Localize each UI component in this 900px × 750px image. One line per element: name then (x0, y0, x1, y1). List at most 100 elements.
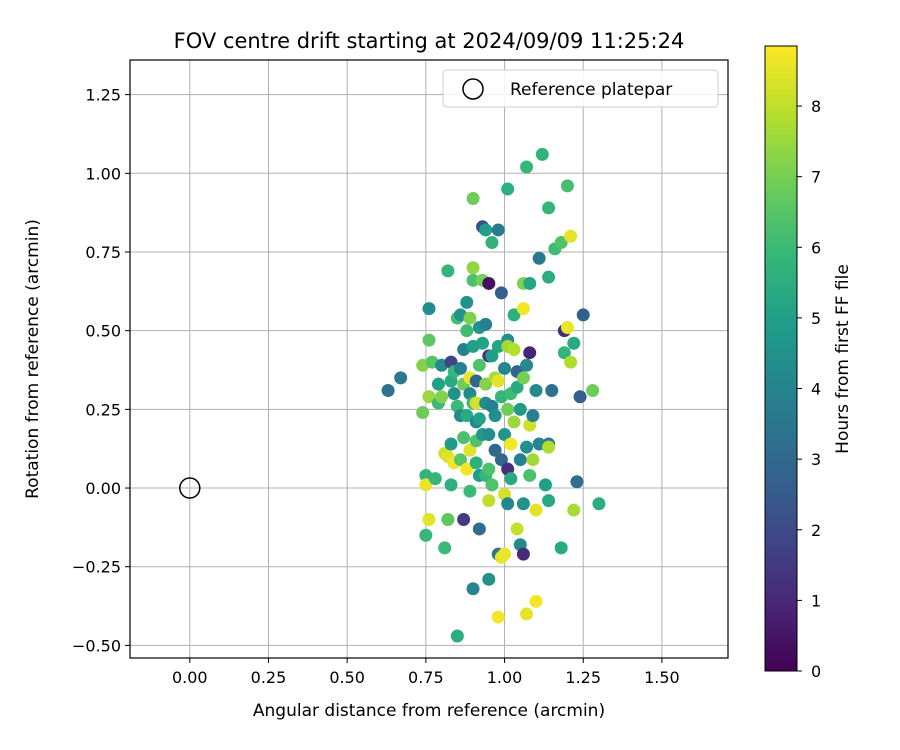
data-point (457, 513, 471, 527)
data-point (542, 270, 556, 284)
y-tick-label: 0.75 (85, 243, 121, 262)
data-point (419, 478, 433, 492)
colorbar-tick-label: 0 (811, 662, 821, 681)
data-point (466, 273, 480, 287)
data-point (444, 437, 458, 451)
data-point (516, 497, 530, 511)
legend: Reference platepar (442, 69, 719, 108)
data-point (476, 336, 490, 350)
grid-lines (130, 60, 728, 658)
data-point (513, 402, 527, 416)
data-point (488, 409, 502, 423)
data-point (501, 182, 515, 196)
data-point (501, 497, 515, 511)
x-tick-label: 0.00 (172, 668, 208, 687)
colorbar-ticks: 0 1 2 3 4 5 6 7 8 (797, 97, 821, 681)
data-point (542, 494, 556, 508)
data-point (472, 358, 486, 372)
data-point (472, 412, 486, 426)
data-point (422, 390, 436, 404)
data-point (526, 453, 540, 467)
data-point (469, 396, 483, 410)
data-point (520, 607, 534, 621)
colorbar-tick-label: 4 (811, 380, 821, 399)
legend-box (442, 69, 719, 108)
x-axis-label: Angular distance from reference (arcmin) (253, 701, 605, 721)
plot-frame (129, 59, 729, 659)
data-point (453, 453, 467, 467)
y-tick-label: −0.50 (72, 636, 121, 655)
data-point (394, 371, 408, 385)
data-point (428, 472, 442, 486)
colorbar-tick-label: 6 (811, 238, 821, 257)
data-point (554, 236, 568, 250)
data-point (460, 462, 474, 476)
colorbar-tick-label: 5 (811, 309, 821, 328)
data-point (560, 321, 574, 335)
x-tick-label: 0.50 (329, 668, 365, 687)
data-point (526, 409, 540, 423)
x-tick-label: 1.25 (565, 668, 601, 687)
data-point (460, 409, 474, 423)
data-point (435, 390, 449, 404)
data-point (422, 333, 436, 347)
data-points (381, 147, 606, 643)
data-point (447, 387, 461, 401)
data-point (441, 264, 455, 278)
data-point (488, 443, 502, 457)
y-tick-label: 0.50 (85, 322, 121, 341)
data-point (564, 229, 578, 243)
data-point (491, 610, 505, 624)
data-point (564, 355, 578, 369)
data-point (532, 251, 546, 265)
data-point (463, 484, 477, 498)
data-point (431, 377, 445, 391)
data-point (466, 582, 480, 596)
data-point (466, 261, 480, 275)
data-point (576, 308, 590, 322)
data-point (491, 339, 505, 353)
data-point (516, 371, 530, 385)
reference-marker-layer (179, 477, 201, 499)
data-point (482, 428, 496, 442)
x-tick-label: 1.50 (644, 668, 680, 687)
data-point (466, 191, 480, 205)
data-point (422, 302, 436, 316)
data-point (485, 478, 499, 492)
data-point (498, 428, 512, 442)
data-point (520, 160, 534, 174)
data-point (567, 503, 581, 517)
data-point (469, 456, 483, 470)
data-point (494, 286, 508, 300)
data-point (504, 437, 518, 451)
data-point (453, 361, 467, 375)
data-point (510, 380, 524, 394)
data-point (529, 383, 543, 397)
colorbar-tick-label: 3 (811, 450, 821, 469)
data-point (482, 462, 496, 476)
x-tick-label: 0.25 (251, 668, 287, 687)
y-tick-label: 1.25 (85, 86, 121, 105)
data-point (507, 343, 521, 357)
data-point (516, 302, 530, 316)
data-point (542, 440, 556, 454)
data-point (494, 453, 508, 467)
chart-title: FOV centre drift starting at 2024/09/09 … (174, 29, 685, 53)
data-point (586, 383, 600, 397)
data-point (557, 346, 571, 360)
data-point (485, 236, 499, 250)
data-point (507, 415, 521, 429)
data-point (498, 547, 512, 561)
data-point (513, 453, 527, 467)
data-point (520, 358, 534, 372)
data-point (545, 383, 559, 397)
data-point (592, 497, 606, 511)
data-point (523, 276, 537, 290)
data-point (538, 478, 552, 492)
data-point (419, 528, 433, 542)
legend-marker-icon (462, 78, 484, 100)
data-point (491, 223, 505, 237)
data-point (460, 295, 474, 309)
colorbar-tick-label: 2 (811, 521, 821, 540)
